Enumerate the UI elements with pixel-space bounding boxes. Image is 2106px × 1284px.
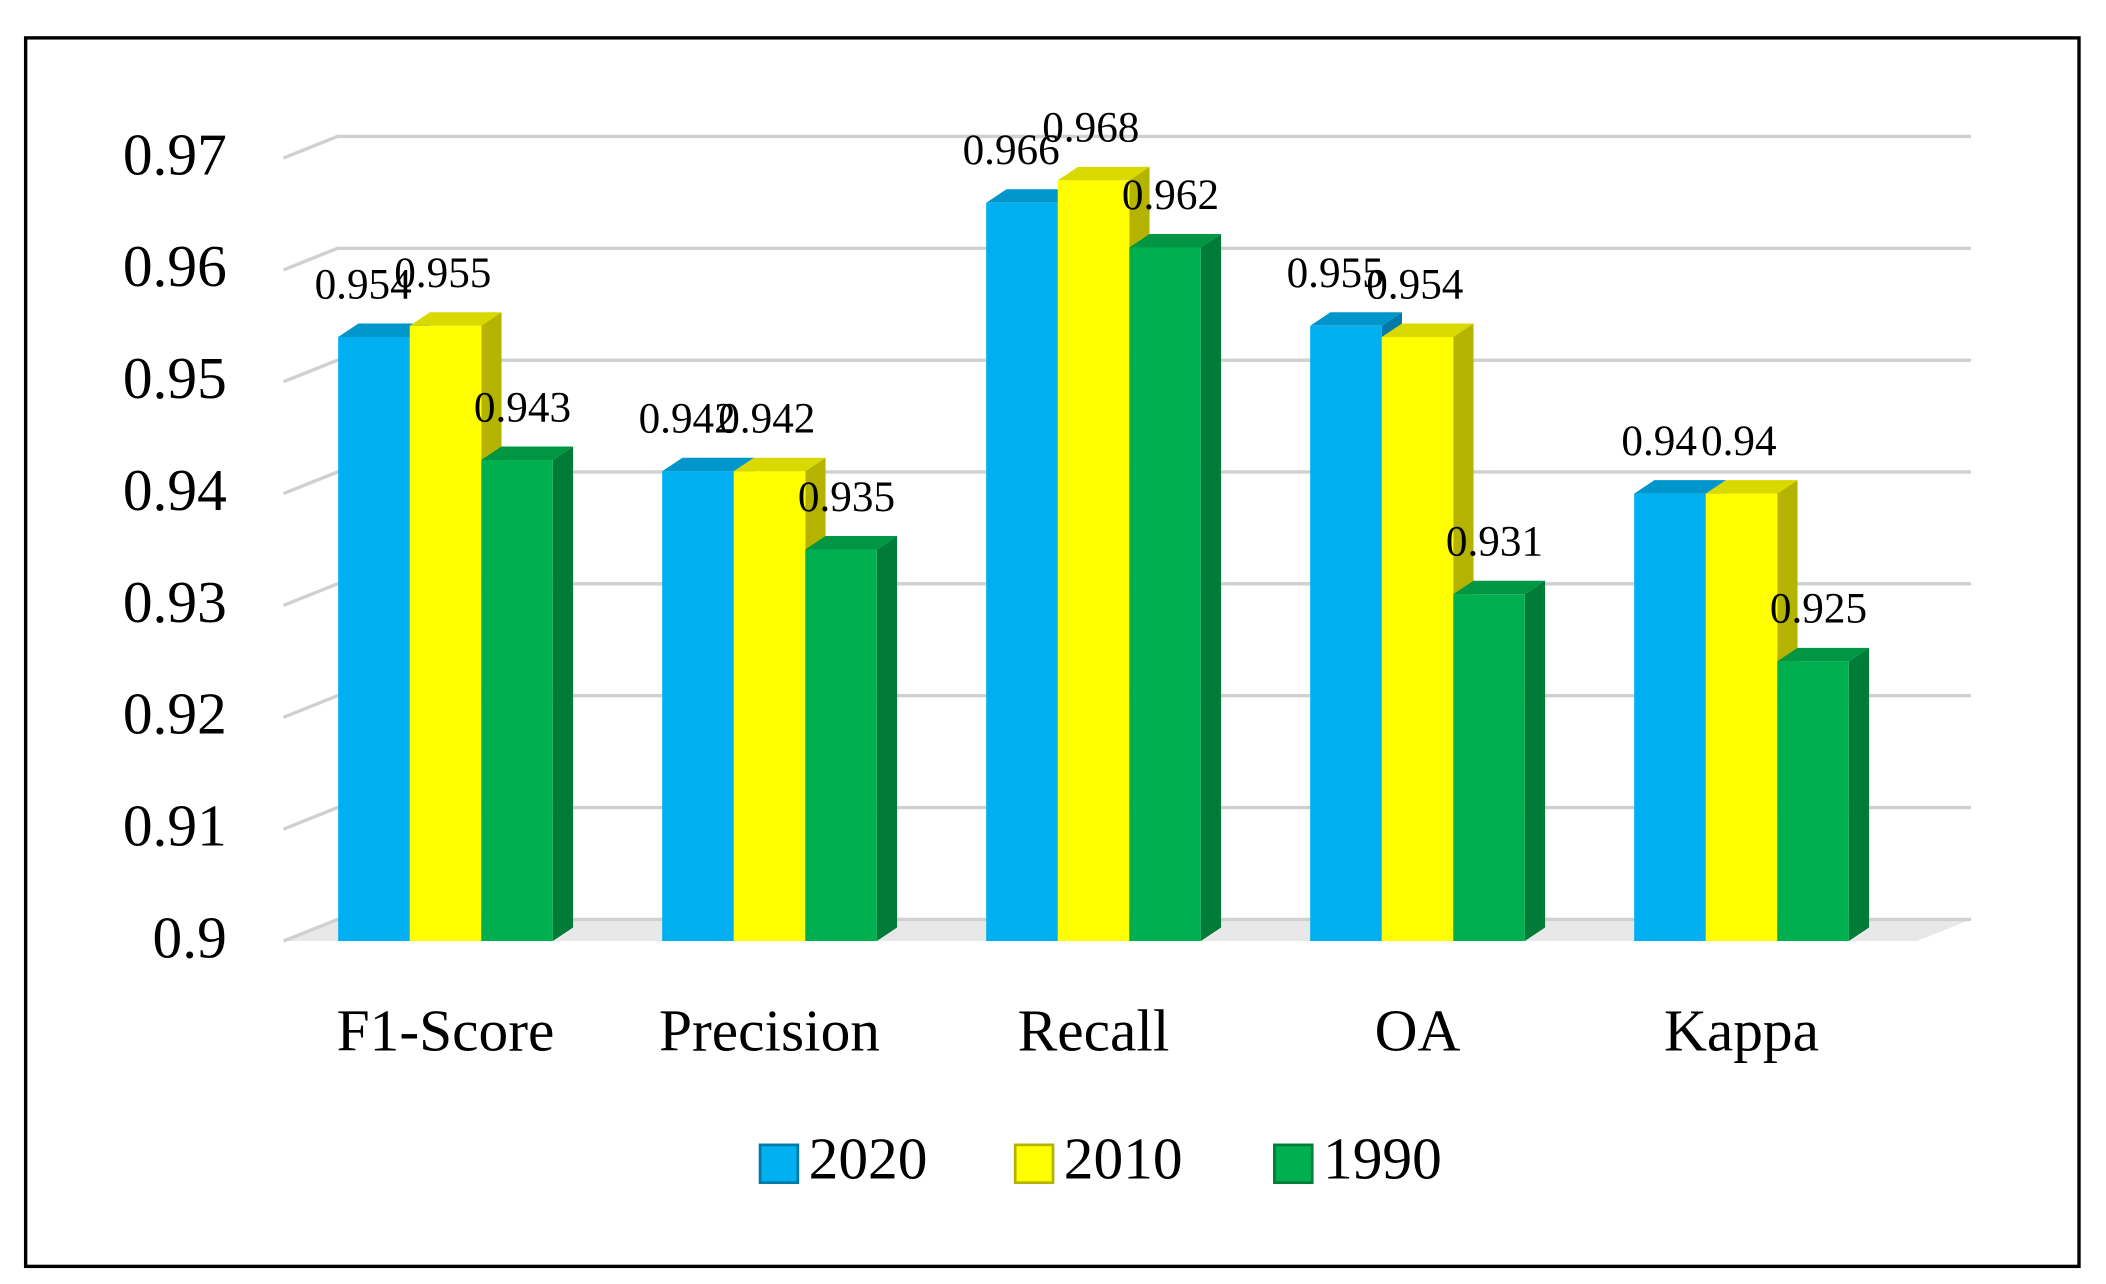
- y-tick-label: 0.92: [123, 681, 227, 747]
- bar: [805, 536, 898, 942]
- bar-top: [986, 189, 1078, 203]
- bar-top: [1057, 166, 1150, 181]
- bar-top: [1705, 480, 1798, 494]
- bar-side: [876, 536, 898, 942]
- y-tick-label: 0.9: [153, 904, 227, 970]
- value-label: 0.94: [1701, 418, 1777, 465]
- value-label: 0.942: [639, 396, 736, 443]
- bar: [1777, 647, 1870, 942]
- bar-side: [1848, 647, 1870, 942]
- bar-front: [1777, 661, 1849, 942]
- value-label: 0.968: [1042, 105, 1139, 152]
- value-label: 0.931: [1446, 519, 1543, 566]
- value-label: 0.955: [394, 250, 491, 297]
- legend-swatch: [1013, 1143, 1055, 1185]
- value-label: 0.954: [315, 261, 412, 308]
- y-tick-label: 0.91: [123, 792, 227, 858]
- bar-front: [1057, 180, 1130, 942]
- bar-front: [1381, 336, 1454, 942]
- bar-side: [552, 446, 574, 942]
- value-label: 0.942: [718, 396, 815, 443]
- bar-top: [1129, 234, 1222, 248]
- bar-front: [409, 325, 482, 942]
- x-tick-label: Precision: [659, 998, 880, 1064]
- x-tick-label: OA: [1375, 998, 1461, 1064]
- bar-front: [1634, 493, 1706, 942]
- bar-top: [1777, 647, 1870, 662]
- bar-top: [481, 446, 574, 461]
- bar-front: [662, 471, 734, 942]
- bar-top: [1381, 323, 1474, 337]
- bar-front: [805, 549, 877, 942]
- value-label: 0.966: [963, 127, 1060, 174]
- bar-front: [338, 336, 410, 942]
- x-tick-label: Recall: [1018, 998, 1170, 1064]
- bar-front: [1705, 493, 1778, 942]
- legend-swatch: [758, 1143, 800, 1185]
- bar-front: [481, 460, 553, 942]
- value-label: 0.935: [798, 474, 895, 521]
- legend-swatch: [1273, 1143, 1314, 1185]
- grid-line: [282, 134, 1972, 160]
- legend-label: 1990: [1323, 1126, 1442, 1192]
- bar: [1453, 580, 1546, 942]
- bar-top: [662, 457, 754, 472]
- bar-front: [1129, 247, 1201, 942]
- bar-top: [409, 312, 502, 326]
- y-tick-label: 0.96: [123, 233, 227, 299]
- legend-label: 2010: [1064, 1126, 1183, 1192]
- bar-side: [1200, 234, 1222, 942]
- bar: [481, 446, 574, 942]
- value-label: 0.925: [1770, 586, 1867, 633]
- value-label: 0.94: [1621, 418, 1697, 465]
- bar-front: [1453, 594, 1525, 942]
- x-tick-label: F1-Score: [337, 998, 555, 1064]
- bar-top: [805, 536, 898, 550]
- bar-top: [1634, 480, 1726, 494]
- x-tick-label: Kappa: [1664, 998, 1819, 1064]
- bar-top: [1310, 312, 1402, 326]
- y-tick-label: 0.93: [123, 569, 227, 635]
- y-tick-label: 0.94: [123, 457, 227, 523]
- bar: [1129, 234, 1222, 942]
- y-tick-label: 0.97: [123, 121, 227, 187]
- bar-top: [733, 457, 826, 472]
- value-label: 0.954: [1366, 261, 1463, 308]
- value-label: 0.955: [1287, 250, 1384, 297]
- legend-label: 2020: [809, 1126, 928, 1192]
- bar-front: [733, 471, 806, 942]
- bar-side: [1524, 580, 1546, 942]
- bar-top: [338, 323, 430, 337]
- y-tick-label: 0.95: [123, 345, 227, 411]
- bar-top: [1453, 580, 1546, 595]
- value-label: 0.943: [474, 384, 571, 431]
- value-label: 0.962: [1122, 172, 1219, 219]
- grid-line: [282, 246, 1972, 272]
- bar-front: [986, 202, 1058, 942]
- bar-front: [1310, 325, 1382, 942]
